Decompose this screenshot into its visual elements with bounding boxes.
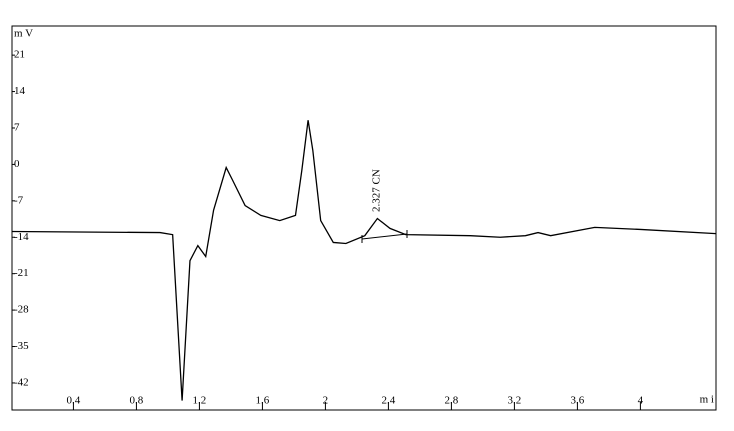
x-tick-label: 2 [323,395,329,407]
y-tick-label: -28 [14,304,29,316]
integration-baseline [361,233,408,240]
x-tick-label: 2.4 [382,395,396,407]
x-tick-label: 4 [638,395,644,407]
plot-frame [11,25,717,411]
y-tick-label: -42 [14,376,29,388]
x-tick-label: 0.8 [130,395,144,407]
y-tick-label: 21 [14,49,25,61]
y-tick-label: -7 [14,194,24,206]
signal-line [11,120,717,401]
x-tick-label: 0.4 [67,395,81,407]
y-tick-label: -21 [14,267,29,279]
x-tick-label: 1.6 [256,395,270,407]
y-tick-label: -14 [14,231,29,243]
x-tick-label: 3.2 [508,395,522,407]
y-tick-label: 0 [14,158,20,170]
peak-annotation: 2.327 CN [370,169,382,212]
y-tick-label: 7 [14,122,20,134]
x-tick-label: 3.6 [571,395,585,407]
x-tick-label: 2.8 [445,395,459,407]
x-tick-label: 1.2 [193,395,207,407]
y-tick-label: -35 [14,340,29,352]
y-tick-label: 14 [14,85,26,97]
x-axis-label: m i [700,394,714,406]
y-axis-label: m V [14,28,33,40]
